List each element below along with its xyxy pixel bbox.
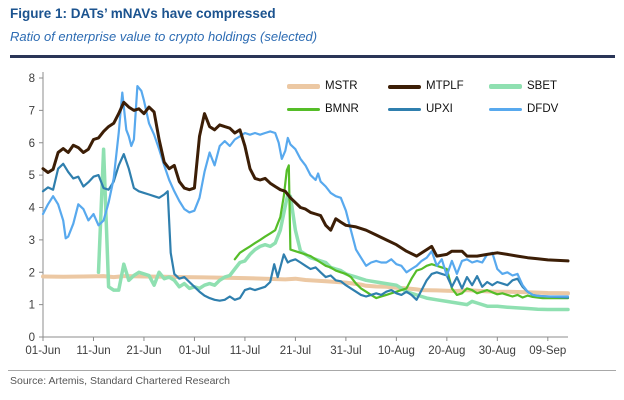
x-tick-label: 10-Aug — [378, 345, 415, 357]
x-tick-label: 01-Jun — [25, 345, 60, 357]
x-tick-label: 11-Jul — [230, 345, 260, 357]
y-tick-label: 4 — [29, 203, 36, 215]
header-rule — [10, 55, 615, 58]
series-line-DFDV — [41, 84, 570, 298]
series-line-UPXI — [41, 153, 570, 302]
y-tick-label: 0 — [29, 332, 35, 344]
legend-label-DFDV: DFDV — [527, 102, 559, 115]
legend-swatch-UPXI — [388, 108, 421, 111]
x-tick-label: 30-Aug — [479, 345, 516, 357]
legend-item-MSTR: MSTR — [287, 80, 388, 93]
source-note: Source: Artemis, Standard Chartered Rese… — [10, 375, 231, 387]
legend-item-BMNR: BMNR — [287, 103, 388, 116]
y-tick-label: 7 — [29, 105, 35, 117]
legend-label-MTPLF: MTPLF — [426, 79, 464, 92]
figure-title: Figure 1: DATs’ mNAVs have compressed — [10, 6, 276, 21]
legend-label-UPXI: UPXI — [426, 102, 453, 115]
y-tick-label: 3 — [29, 235, 35, 247]
x-tick-label: 01-Jul — [179, 345, 210, 357]
x-tick-label: 21-Jul — [280, 345, 311, 357]
x-tick-label: 11-Jun — [76, 345, 110, 357]
y-tick-label: 2 — [29, 267, 35, 279]
y-tick-label: 1 — [29, 300, 35, 312]
figure-subtitle: Ratio of enterprise value to crypto hold… — [10, 29, 318, 44]
legend-item-DFDV: DFDV — [489, 103, 590, 116]
legend-item-UPXI: UPXI — [388, 103, 489, 116]
x-tick-label: 21-Jun — [126, 345, 161, 357]
footer-divider — [8, 370, 616, 371]
y-tick-label: 6 — [29, 138, 35, 150]
legend-label-SBET: SBET — [527, 79, 558, 92]
series-line-BMNR — [233, 164, 570, 300]
chart-legend: MSTR MTPLF SBET BMNR UPXI DFDV — [287, 80, 590, 116]
legend-swatch-DFDV — [489, 108, 522, 111]
legend-swatch-MSTR — [287, 84, 320, 89]
x-tick-label: 09-Sep — [529, 345, 566, 357]
legend-swatch-MTPLF — [388, 84, 421, 89]
legend-item-SBET: SBET — [489, 80, 590, 93]
x-tick-label: 20-Aug — [428, 345, 465, 357]
x-tick-label: 31-Jul — [330, 345, 361, 357]
y-tick-label: 8 — [29, 73, 35, 85]
legend-label-MSTR: MSTR — [325, 79, 358, 92]
legend-label-BMNR: BMNR — [325, 102, 359, 115]
series-line-MTPLF — [41, 100, 570, 263]
y-tick-label: 5 — [29, 170, 35, 182]
legend-swatch-SBET — [489, 84, 522, 89]
legend-swatch-BMNR — [287, 108, 320, 111]
legend-item-MTPLF: MTPLF — [388, 80, 489, 93]
